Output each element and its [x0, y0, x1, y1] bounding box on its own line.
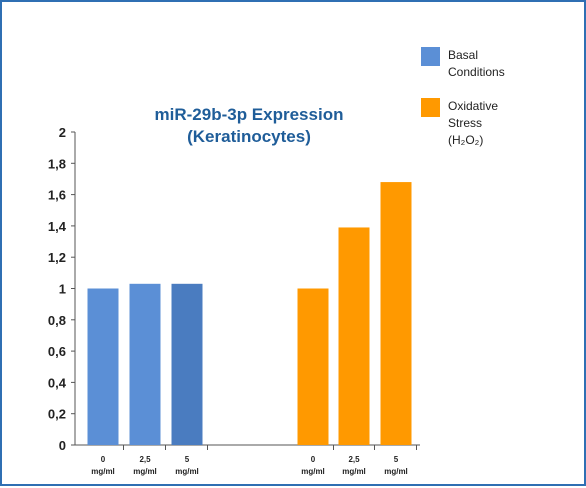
legend-label-line: Stress: [448, 116, 482, 130]
legend-swatch: [421, 47, 440, 66]
x-tick-label: 0 mg/ml: [301, 455, 325, 476]
bar: [381, 182, 412, 445]
legend-label: Basal Conditions: [448, 48, 505, 79]
x-tick-label: 5 mg/ml: [384, 455, 408, 476]
bar: [339, 227, 370, 445]
legend-label-line: Oxidative: [448, 99, 498, 113]
chart-title: miR-29b-3p Expression (Keratinocytes): [155, 105, 344, 146]
x-tick-label-line: mg/ml: [91, 467, 115, 476]
chart-title-line: miR-29b-3p Expression: [155, 105, 344, 124]
x-tick-label-line: mg/ml: [301, 467, 325, 476]
x-tick-label: 0 mg/ml: [91, 455, 115, 476]
y-tick-label: 1: [59, 282, 66, 297]
legend-label-line: (H₂O₂): [448, 133, 483, 147]
x-tick-label-line: 5: [185, 455, 190, 464]
bar: [130, 284, 161, 445]
x-tick-label-line: 0: [101, 455, 106, 464]
y-tick-label: 2: [59, 125, 66, 140]
legend-swatch: [421, 98, 440, 117]
x-tick-label-line: 2,5: [139, 455, 151, 464]
y-tick-label: 1,6: [48, 188, 66, 203]
bar: [298, 289, 329, 446]
y-tick-label: 1,4: [48, 219, 67, 234]
x-tick-label: 2,5 mg/ml: [133, 455, 157, 476]
legend-label: Oxidative Stress (H₂O₂): [448, 99, 498, 147]
y-tick-label: 0,2: [48, 407, 66, 422]
y-tick-label: 0: [59, 438, 66, 453]
y-tick-label: 0,8: [48, 313, 66, 328]
x-tick-label-line: 2,5: [348, 455, 360, 464]
x-tick-label-line: mg/ml: [342, 467, 366, 476]
legend-label-line: Conditions: [448, 65, 505, 79]
bar: [88, 289, 119, 446]
y-tick-label: 1,2: [48, 250, 66, 265]
legend-label-line: Basal: [448, 48, 478, 62]
x-tick-label: 2,5 mg/ml: [342, 455, 366, 476]
chart-title-line: (Keratinocytes): [187, 127, 311, 146]
x-tick-label-line: 5: [394, 455, 399, 464]
x-tick-label: 5 mg/ml: [175, 455, 199, 476]
bar: [172, 284, 203, 445]
x-tick-label-line: 0: [311, 455, 316, 464]
x-tick-label-line: mg/ml: [175, 467, 199, 476]
y-tick-label: 0,6: [48, 344, 66, 359]
x-tick-label-line: mg/ml: [384, 467, 408, 476]
y-tick-label: 1,8: [48, 156, 66, 171]
y-tick-label: 0,4: [48, 375, 67, 390]
x-tick-label-line: mg/ml: [133, 467, 157, 476]
